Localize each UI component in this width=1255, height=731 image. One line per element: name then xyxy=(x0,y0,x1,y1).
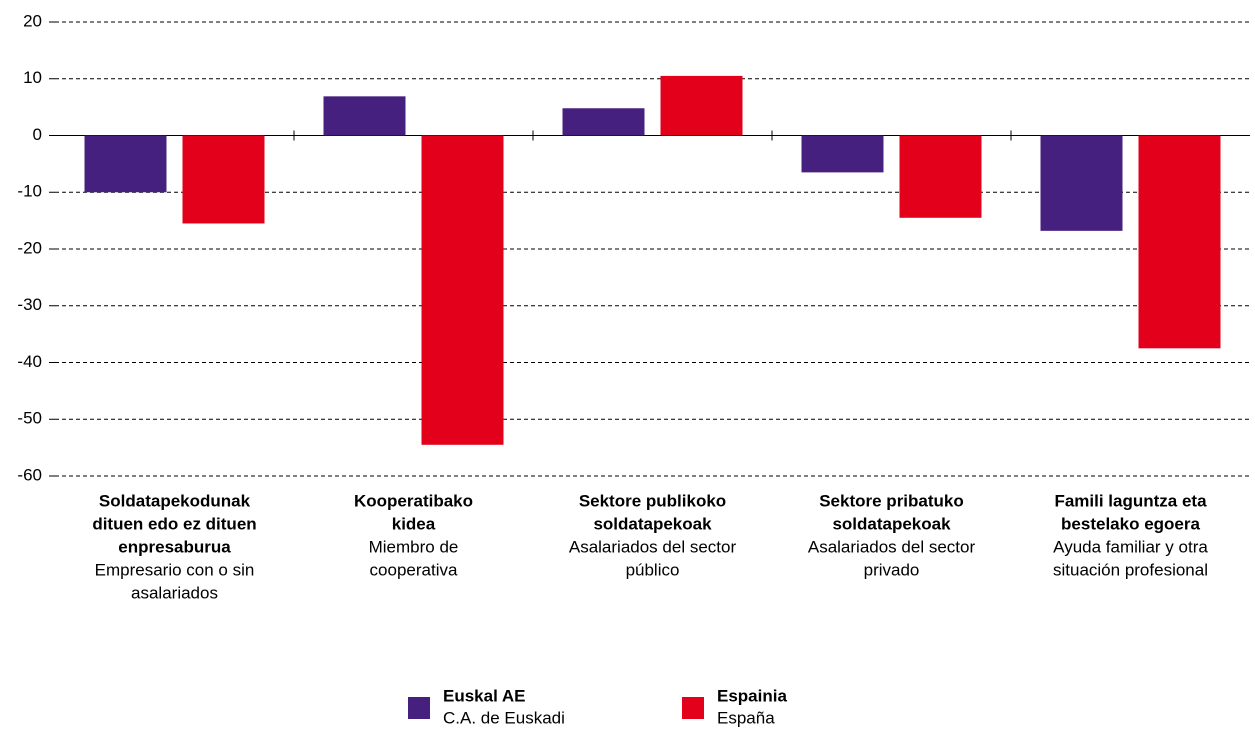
x-tick-label: soldatapekoak xyxy=(832,514,951,533)
y-tick-label: -10 xyxy=(17,182,42,201)
x-tick-label: Soldatapekodunak xyxy=(99,491,251,510)
x-tick-label: cooperativa xyxy=(370,560,458,579)
x-tick-label: Asalariados del sector xyxy=(569,537,737,556)
legend-swatch xyxy=(408,697,430,719)
bar xyxy=(1138,135,1221,349)
x-tick-label: Empresario con o sin xyxy=(95,560,255,579)
x-tick-label: público xyxy=(626,560,680,579)
y-tick-label: -40 xyxy=(17,352,42,371)
y-tick-label: 10 xyxy=(23,68,42,87)
x-tick-label: enpresaburua xyxy=(118,537,231,556)
bar xyxy=(801,135,884,173)
y-tick-label: -60 xyxy=(17,465,42,484)
bar xyxy=(899,135,982,218)
x-tick-label: kidea xyxy=(392,514,436,533)
bar xyxy=(1040,135,1123,231)
bar xyxy=(660,75,743,136)
x-tick-label: privado xyxy=(864,560,920,579)
legend-label: Espainia xyxy=(717,686,787,705)
x-tick-label: dituen edo ez dituen xyxy=(92,514,256,533)
bar xyxy=(84,135,167,193)
bar xyxy=(182,135,265,224)
x-tick-label: Kooperatibako xyxy=(354,491,473,510)
x-tick-label: Sektore publikoko xyxy=(579,491,726,510)
x-tick-label: Ayuda familiar y otra xyxy=(1053,537,1208,556)
y-tick-label: 0 xyxy=(33,125,42,144)
x-tick-label: bestelako egoera xyxy=(1061,514,1200,533)
bar xyxy=(421,135,504,445)
x-tick-label: asalariados xyxy=(131,583,218,602)
y-tick-label: -30 xyxy=(17,295,42,314)
x-tick-label: Asalariados del sector xyxy=(808,537,976,556)
x-tick-label: Famili laguntza eta xyxy=(1054,491,1207,510)
bar xyxy=(562,108,645,136)
legend-swatch xyxy=(682,697,704,719)
x-tick-label: situación profesional xyxy=(1053,560,1208,579)
y-tick-label: -20 xyxy=(17,238,42,257)
y-tick-label: 20 xyxy=(23,11,42,30)
bar xyxy=(323,96,406,136)
legend-label: C.A. de Euskadi xyxy=(443,708,565,727)
legend-label: España xyxy=(717,708,775,727)
y-tick-label: -50 xyxy=(17,409,42,428)
x-tick-label: Sektore pribatuko xyxy=(819,491,964,510)
legend-label: Euskal AE xyxy=(443,686,526,705)
x-tick-label: soldatapekoak xyxy=(593,514,712,533)
x-tick-label: Miembro de xyxy=(369,537,459,556)
